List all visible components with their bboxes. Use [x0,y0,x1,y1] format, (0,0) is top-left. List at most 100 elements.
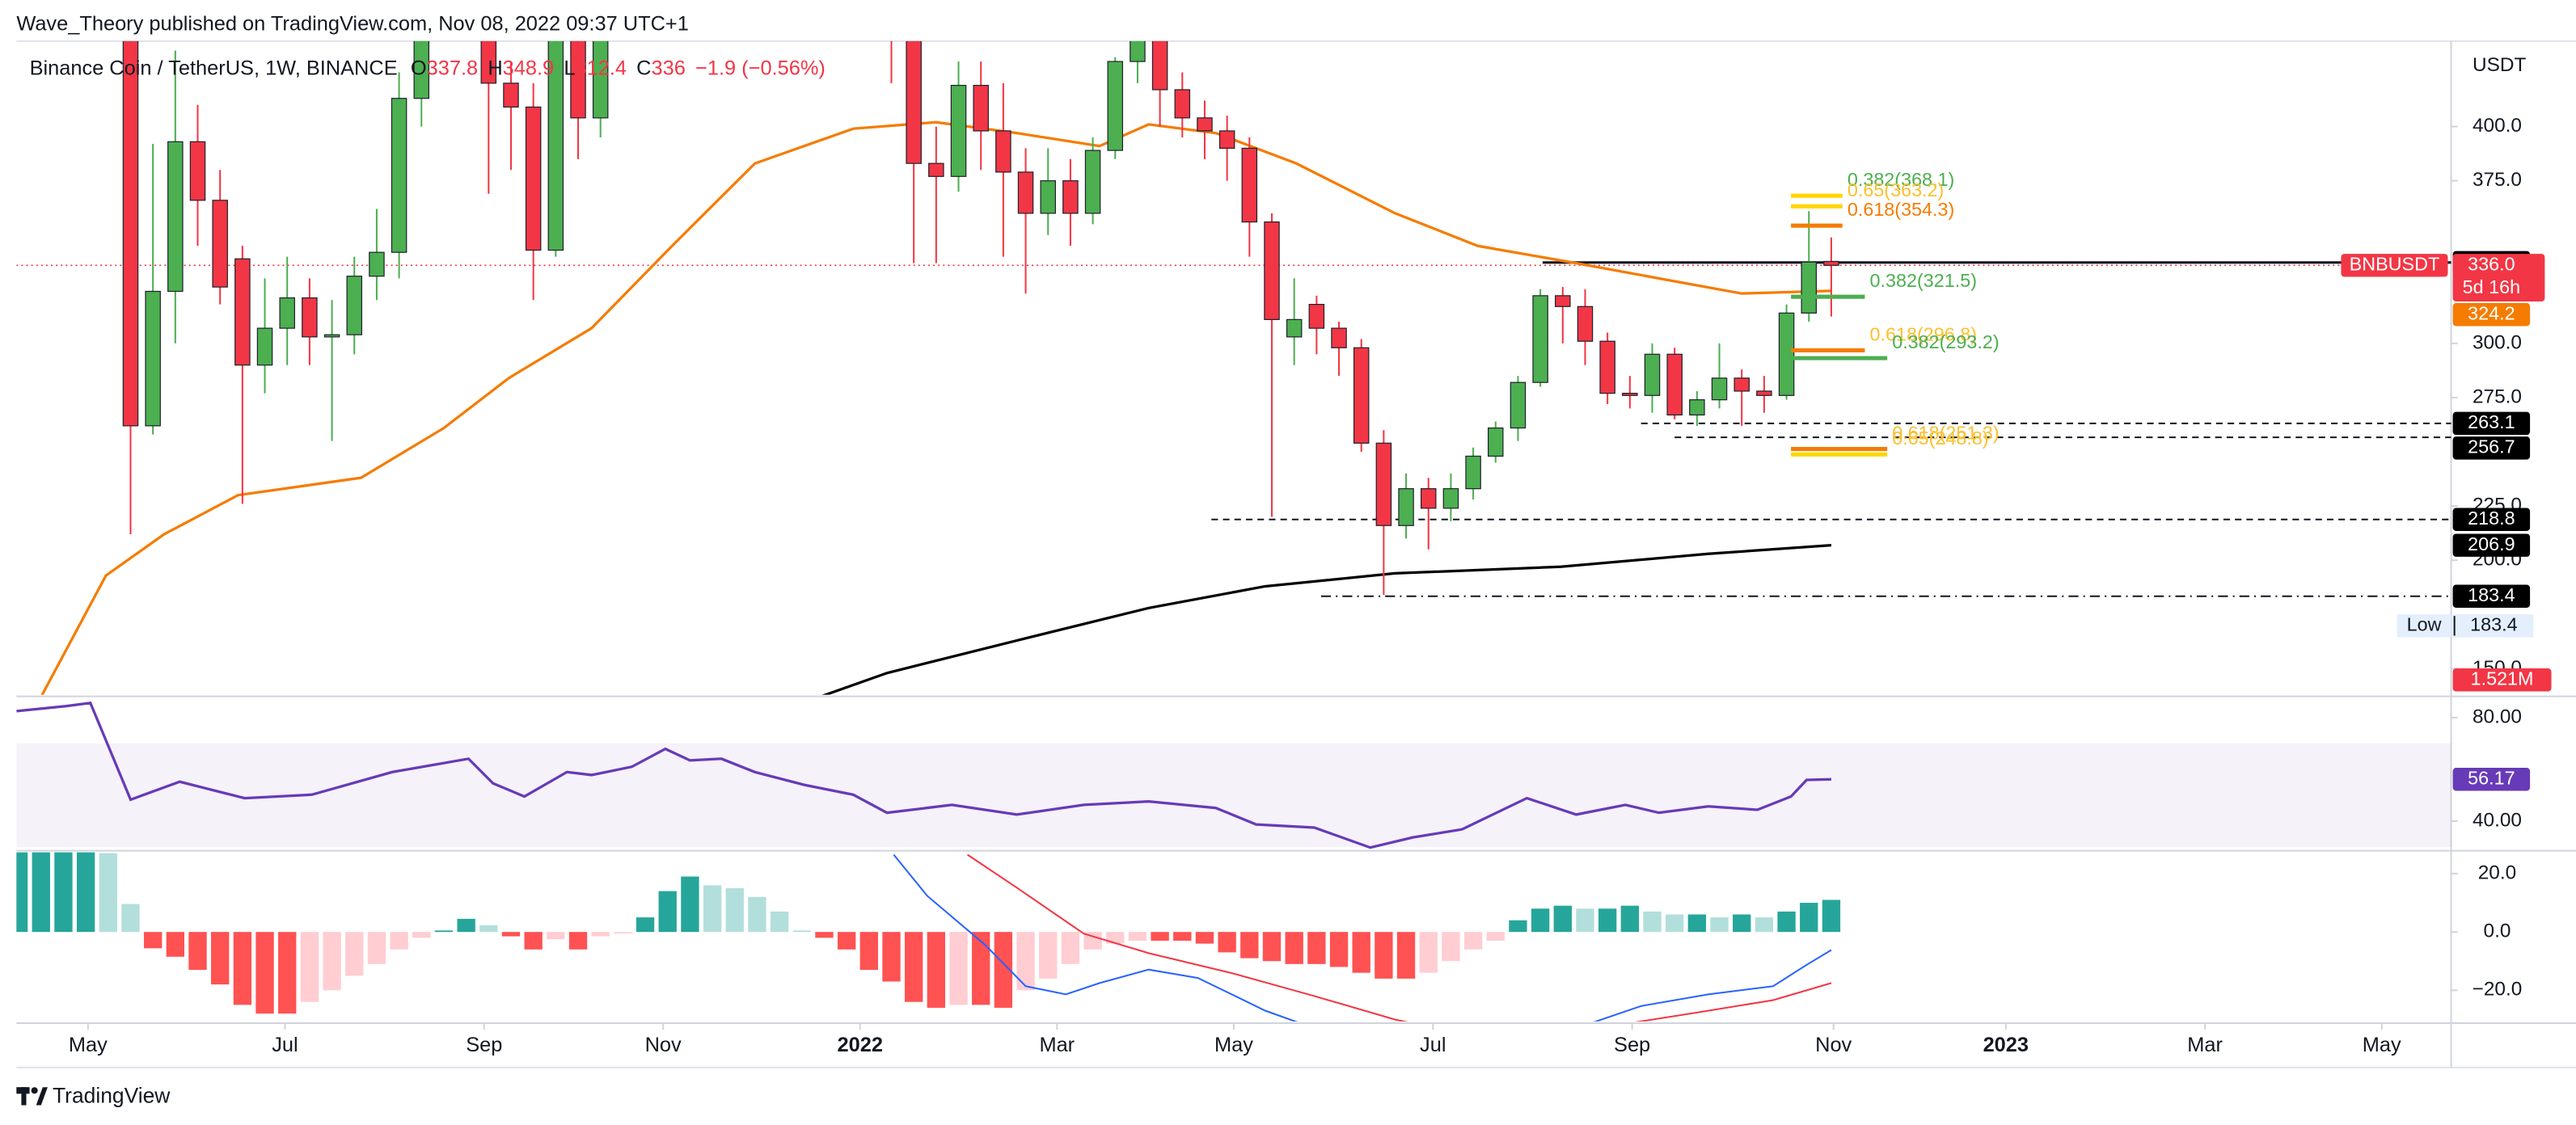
price-label: 263.1 [2468,411,2515,432]
candle-body [1689,399,1705,416]
symbol-price: 336.0 [2468,253,2515,274]
macd-bar [1463,932,1483,950]
symbol-header: Binance Coin / TetherUS, 1W, BINANCE O337… [30,57,826,79]
candle-body [1823,260,1839,266]
candle-body [1644,353,1661,396]
candle-body [570,40,586,119]
symbol-tag-box [2341,254,2448,277]
macd-bar [1442,932,1460,962]
x-tick-label: Mar [1039,1034,1075,1056]
price-label-box [2452,508,2531,531]
ohlc-key: O [411,57,427,79]
price-label-box [2452,411,2531,436]
rsi-line [16,701,1831,849]
low-value-box [2452,614,2534,638]
candle-body [1331,327,1347,348]
macd-bar [1643,911,1662,933]
candle-body [950,85,967,177]
footer-logo-icon [16,1087,48,1106]
macd-bar [1576,908,1594,933]
macd-bar [166,932,185,957]
macd-bar [568,932,588,950]
macd-bar [972,932,990,1005]
y-tick-label: 275.0 [2473,386,2522,407]
fib-label: 0.618(354.3) [1848,199,1954,220]
candle-body [1151,40,1168,91]
macd-panel [16,852,1841,1022]
fib-label: 0.65(363.2) [1848,179,1944,200]
macd-bar [300,932,319,1002]
rsi-last: 56.17 [2468,767,2515,788]
candle-body [1375,442,1392,526]
candle-body [1577,305,1594,342]
macd-bar [1620,905,1640,933]
candle-body [167,141,184,293]
volume-label: 1.521M [2471,668,2534,689]
macd-bar [882,932,901,982]
macd-bar [1553,905,1572,933]
candle-body [1264,221,1280,320]
macd-bar [524,932,543,950]
published-note: Wave_Theory published on TradingView.com… [16,12,689,35]
candle-body [1488,427,1504,457]
macd-bar [1285,932,1303,964]
candle-body [995,130,1011,173]
candle-body [1353,347,1370,444]
price-label: 256.7 [2468,436,2515,457]
macd-bar [323,932,341,991]
macd-bar [1218,932,1236,953]
price-label: 218.8 [2468,508,2515,529]
ohlc-value: 312.4 [575,57,627,79]
macd-bar [1061,932,1080,964]
ohlc-key: C [636,57,651,79]
macd-bar [434,930,454,933]
macd-bar [1396,932,1416,979]
x-tick-label: 2022 [838,1034,883,1056]
macd-bar [1687,914,1707,933]
macd-bar [1262,932,1282,962]
candle-body [1510,381,1527,429]
macd-bar [681,876,699,933]
candle-body [1666,353,1683,416]
candle-body [1532,295,1548,383]
currency: USDT [2473,54,2526,76]
macd-tick-label: −20.0 [2473,979,2523,1001]
macd-bar [233,932,252,1005]
candle-body [346,276,362,335]
macd-bar [121,904,140,933]
macd-bar [1777,911,1796,933]
candle-body [323,334,340,338]
x-tick-label: Nov [1815,1034,1852,1056]
macd-bar [859,932,878,971]
macd-bar [1083,932,1102,950]
fib-label: 0.382(321.5) [1870,270,1977,291]
candle-body [1062,180,1079,214]
candle-body [1308,303,1325,329]
low-value: 183.4 [2470,613,2517,634]
x-tick-label: Jul [1420,1034,1446,1056]
candle-body [279,297,295,329]
macd-bar [1509,920,1527,933]
price-label: 183.4 [2468,584,2515,605]
y-tick-label: 375.0 [2473,169,2522,191]
macd-bar [76,852,95,933]
macd-bar [32,852,50,933]
candle-body [1040,180,1056,214]
candle-body [1465,455,1481,490]
x-tick-label: Sep [466,1034,502,1056]
x-tick-label: May [2363,1034,2401,1056]
candle-body [1107,61,1124,151]
macd-tick-label: 20.0 [2478,862,2516,883]
x-tick-label: May [69,1034,108,1056]
macd-bar [1151,932,1169,941]
candle-body [369,251,385,277]
macd-bar [591,932,610,937]
macd-bar [1822,900,1841,933]
ma-label: 324.2 [2468,302,2515,323]
macd-bar [16,852,28,933]
price-label-box [2452,436,2531,460]
ohlc-value: 336 [651,57,685,79]
candle-body [1711,377,1728,401]
macd-bar [1106,932,1125,944]
